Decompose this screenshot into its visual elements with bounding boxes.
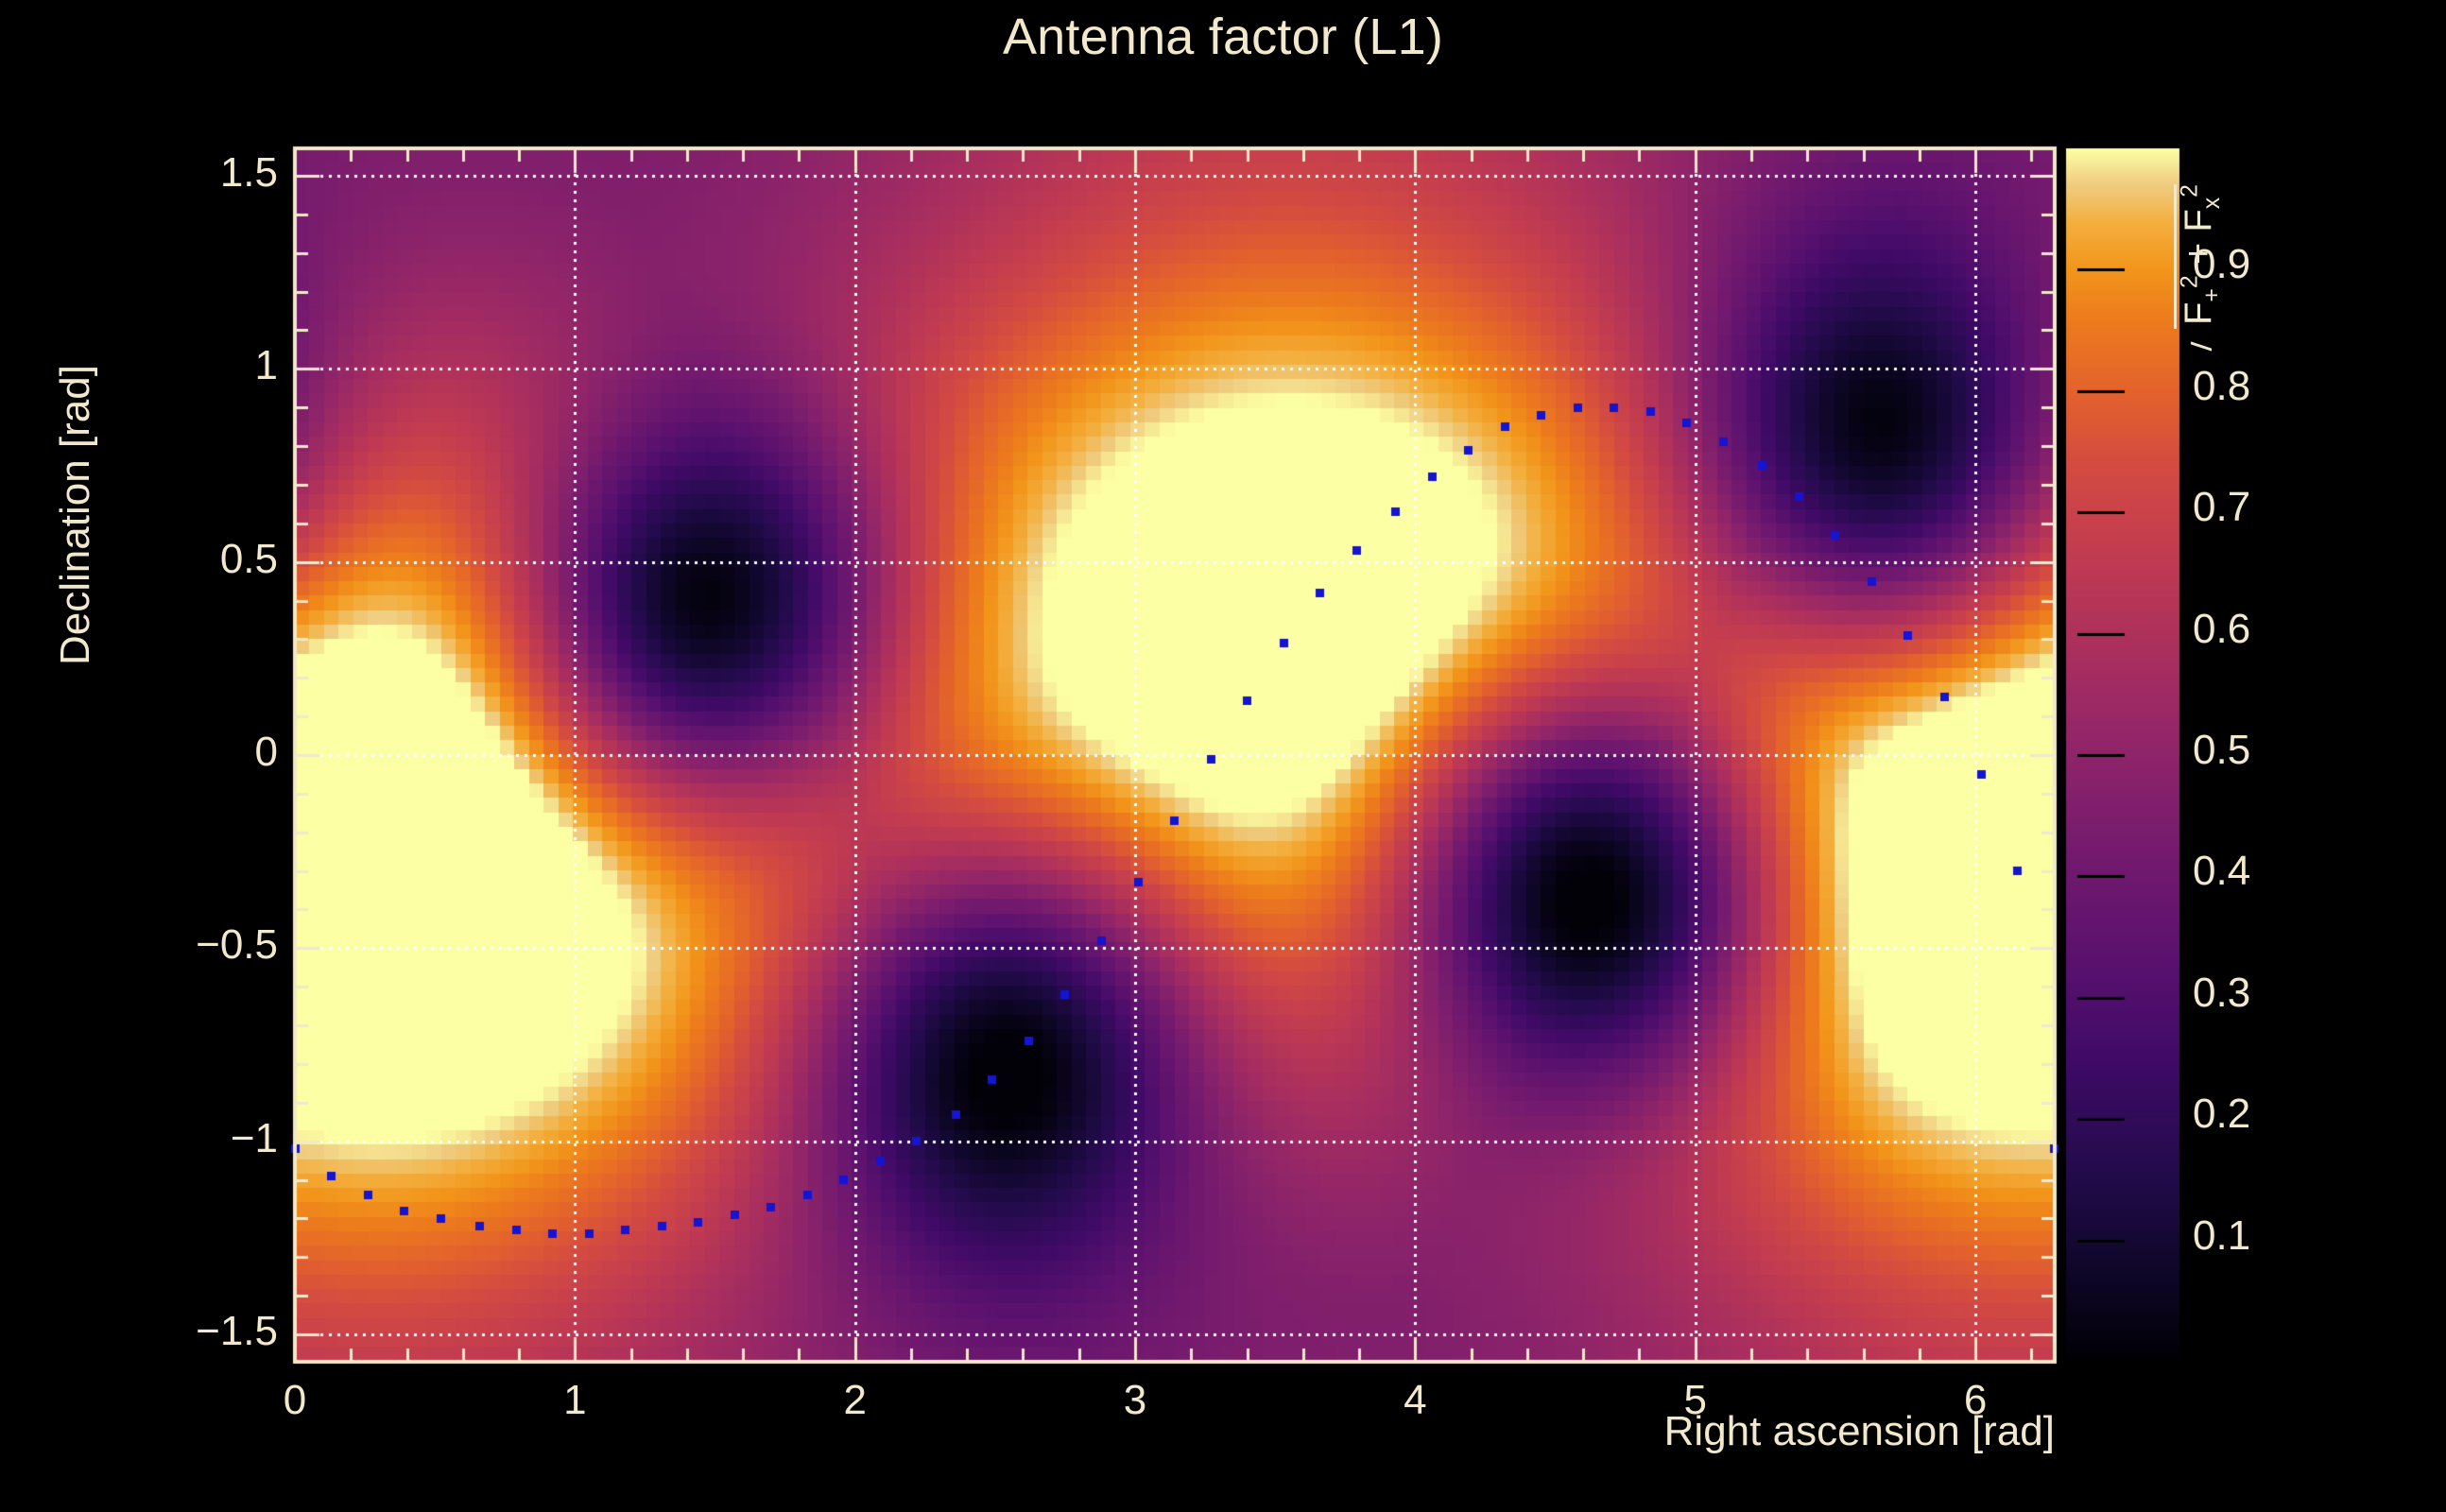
plot-canvas: [0, 0, 2446, 1512]
